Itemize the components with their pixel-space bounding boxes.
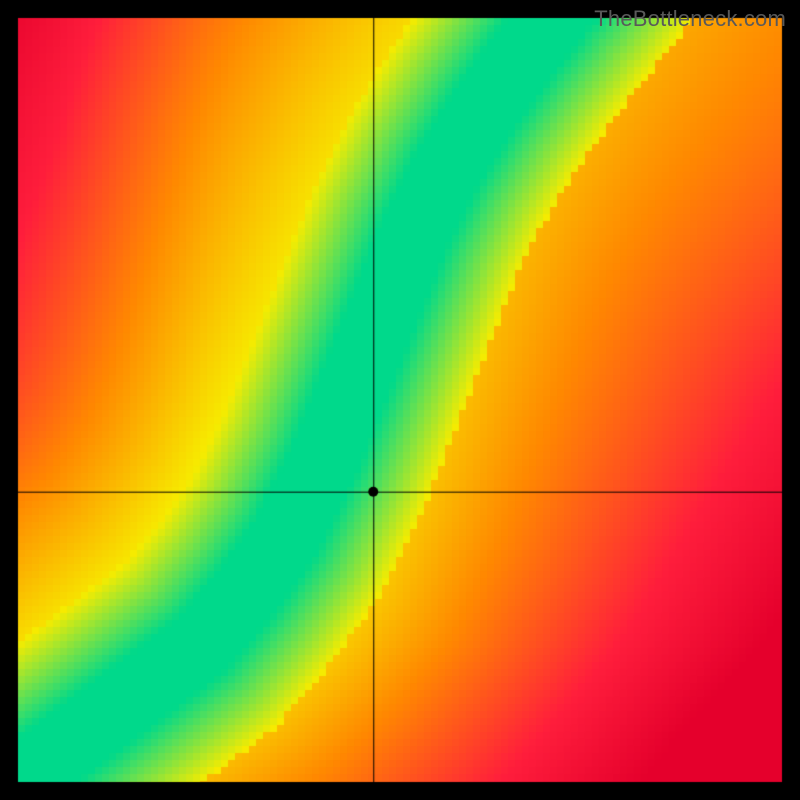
watermark-text: TheBottleneck.com [594, 6, 786, 32]
bottleneck-heatmap [0, 0, 800, 800]
chart-container: TheBottleneck.com [0, 0, 800, 800]
